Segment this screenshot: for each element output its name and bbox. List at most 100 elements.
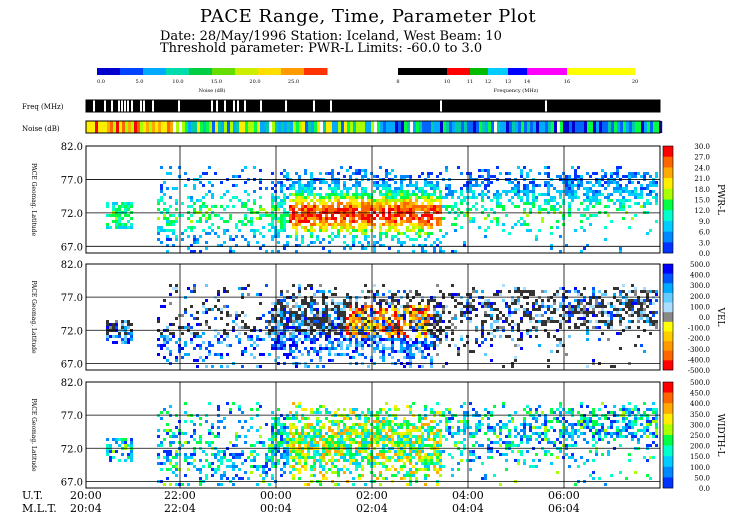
heatmap-cell (337, 184, 340, 187)
heatmap-cell (328, 193, 331, 196)
heatmap-cell (523, 208, 526, 211)
heatmap-cell (283, 471, 286, 474)
heatmap-cell (628, 290, 631, 293)
heatmap-cell (277, 232, 280, 235)
heatmap-cell (412, 356, 415, 359)
heatmap-cell (322, 423, 325, 426)
heatmap-cell (304, 438, 307, 441)
heatmap-cell (433, 326, 436, 329)
noise-scale: 0.0 5.0 10.0 15.0 20.0 25.0 (97, 68, 328, 85)
heatmap-cell (217, 432, 220, 435)
heatmap-cell (643, 350, 646, 353)
heatmap-cell (316, 365, 319, 368)
heatmap-cell (418, 335, 421, 338)
heatmap-cell (313, 432, 316, 435)
heatmap-cell (196, 332, 199, 335)
heatmap-cell (637, 193, 640, 196)
heatmap-cell (586, 308, 589, 311)
heatmap-cell (388, 290, 391, 293)
heatmap-cell (586, 196, 589, 199)
heatmap-cell (421, 250, 424, 253)
heatmap-cell (361, 459, 364, 462)
heatmap-cell (202, 196, 205, 199)
heatmap-cell (406, 226, 409, 229)
heatmap-cell (298, 190, 301, 193)
heatmap-cell (583, 311, 586, 314)
noise-strip-cell (653, 121, 657, 133)
heatmap-cell (187, 468, 190, 471)
heatmap-cell (172, 332, 175, 335)
heatmap-cell (106, 202, 109, 205)
heatmap-cell (313, 223, 316, 226)
noise-strip-cell (440, 121, 444, 133)
heatmap-cell (259, 232, 262, 235)
heatmap-cell (328, 441, 331, 444)
heatmap-cell (322, 290, 325, 293)
heatmap-cell (394, 314, 397, 317)
heatmap-cell (343, 417, 346, 420)
heatmap-cell (193, 184, 196, 187)
heatmap-cell (622, 187, 625, 190)
heatmap-cell (484, 193, 487, 196)
heatmap-cell (118, 223, 121, 226)
heatmap-cell (352, 459, 355, 462)
heatmap-cell (649, 323, 652, 326)
freq-scale-label: Frequency (MHz) (494, 87, 539, 94)
heatmap-cell (286, 441, 289, 444)
heatmap-cell (379, 438, 382, 441)
freq-scale-tick: 11 (467, 79, 473, 85)
heatmap-cell (160, 226, 163, 229)
heatmap-cell (526, 172, 529, 175)
heatmap-cell (592, 359, 595, 362)
heatmap-cell (286, 450, 289, 453)
heatmap-cell (310, 193, 313, 196)
heatmap-cell (376, 205, 379, 208)
heatmap-cell (358, 444, 361, 447)
noise-strip-cell (443, 121, 447, 133)
heatmap-cell (385, 223, 388, 226)
heatmap-cell (301, 235, 304, 238)
heatmap-cell (610, 302, 613, 305)
heatmap-cell (580, 311, 583, 314)
heatmap-cell (160, 190, 163, 193)
heatmap-cell (172, 287, 175, 290)
heatmap-cell (562, 214, 565, 217)
heatmap-cell (274, 184, 277, 187)
heatmap-cell (415, 187, 418, 190)
heatmap-cell (202, 332, 205, 335)
colorbar-cell (663, 188, 673, 200)
heatmap-cell (421, 223, 424, 226)
heatmap-cell (550, 199, 553, 202)
heatmap-cell (406, 335, 409, 338)
heatmap-cell (586, 193, 589, 196)
heatmap-cell (355, 317, 358, 320)
heatmap-cell (421, 299, 424, 302)
heatmap-cell (337, 453, 340, 456)
heatmap-cell (391, 465, 394, 468)
heatmap-cell (397, 238, 400, 241)
heatmap-cell (319, 435, 322, 438)
heatmap-cell (382, 205, 385, 208)
heatmap-cell (586, 199, 589, 202)
heatmap-cell (361, 247, 364, 250)
heatmap-cell (283, 202, 286, 205)
heatmap-cell (382, 326, 385, 329)
heatmap-cell (424, 232, 427, 235)
heatmap-cell (388, 190, 391, 193)
heatmap-cell (469, 305, 472, 308)
heatmap-cell (646, 172, 649, 175)
heatmap-cell (601, 169, 604, 172)
noise-strip-cell (455, 121, 459, 133)
heatmap-cell (160, 411, 163, 414)
heatmap-cell (271, 477, 274, 480)
heatmap-cell (247, 477, 250, 480)
heatmap-cell (322, 205, 325, 208)
heatmap-cell (451, 332, 454, 335)
heatmap-cell (394, 350, 397, 353)
heatmap-cell (310, 287, 313, 290)
heatmap-cell (406, 341, 409, 344)
heatmap-cell (316, 311, 319, 314)
heatmap-cell (505, 335, 508, 338)
heatmap-cell (355, 417, 358, 420)
